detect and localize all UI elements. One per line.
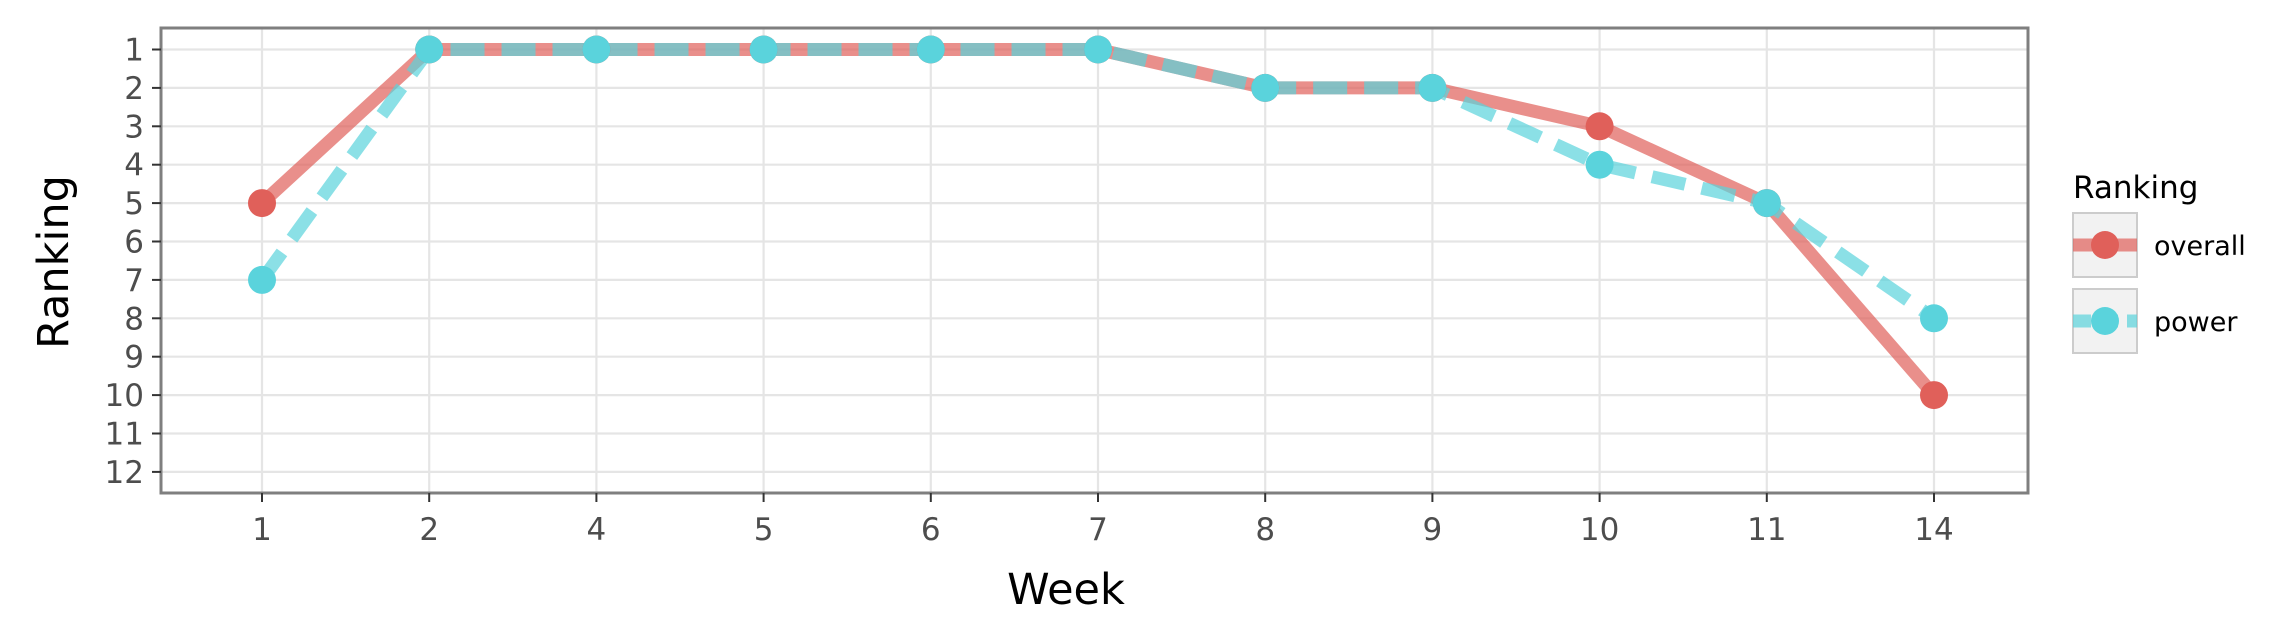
x-tick-label: 9 <box>1423 512 1443 548</box>
data-point-overall <box>1585 112 1614 141</box>
legend-title: Ranking <box>2073 170 2198 206</box>
x-tick-label: 10 <box>1580 512 1619 548</box>
series-layer <box>248 35 1948 410</box>
y-tick-label: 3 <box>124 109 144 145</box>
y-tick-label: 7 <box>124 263 144 299</box>
legend: Ranking overall power <box>2072 170 2246 354</box>
data-point-power <box>1418 73 1447 102</box>
legend-label-overall: overall <box>2154 231 2246 262</box>
x-tick-label: 4 <box>587 512 607 548</box>
y-tick-label: 6 <box>124 225 144 261</box>
plot-border <box>159 26 2030 495</box>
y-tick-label: 10 <box>105 378 144 414</box>
y-tick-label: 9 <box>124 340 144 376</box>
legend-key-point <box>2091 231 2119 259</box>
series-line-power <box>256 43 1938 324</box>
x-tick-label: 2 <box>419 512 439 548</box>
data-point-power <box>1251 73 1280 102</box>
data-point-power <box>1920 304 1948 333</box>
y-tick-label: 8 <box>124 301 144 337</box>
y-axis-title: Ranking <box>29 175 79 349</box>
data-point-power <box>582 35 611 64</box>
y-tick-label: 1 <box>124 33 144 69</box>
x-tick-label: 5 <box>754 512 774 548</box>
y-tick-label: 4 <box>124 148 144 184</box>
legend-label-power: power <box>2154 307 2238 338</box>
data-point-power <box>1084 35 1112 64</box>
x-tick-label: 11 <box>1747 512 1786 548</box>
data-point-power <box>1752 189 1781 218</box>
plot-panel <box>161 28 2028 493</box>
x-tick-label: 8 <box>1255 512 1275 548</box>
data-point-power <box>248 265 276 294</box>
x-tick-label: 1 <box>252 512 272 548</box>
x-tick-label: 7 <box>1088 512 1108 548</box>
legend-entries: overall power <box>2072 212 2246 354</box>
data-point-overall <box>1920 381 1948 410</box>
x-axis-ticks: 1 2 4 5 6 7 8 9 10 11 14 <box>252 493 1954 548</box>
y-tick-label: 5 <box>124 186 144 222</box>
x-axis-title: Week <box>1007 565 1125 615</box>
legend-key-point <box>2091 307 2119 335</box>
x-tick-label: 6 <box>921 512 941 548</box>
y-tick-label: 11 <box>105 417 144 453</box>
data-point-overall <box>248 189 276 218</box>
y-tick-label: 2 <box>124 71 144 107</box>
y-tick-label: 12 <box>105 455 144 491</box>
data-point-power <box>749 35 778 64</box>
data-point-power <box>916 35 945 64</box>
x-tick-label: 14 <box>1914 512 1953 548</box>
data-point-power <box>415 35 444 64</box>
data-point-power <box>1585 150 1614 179</box>
